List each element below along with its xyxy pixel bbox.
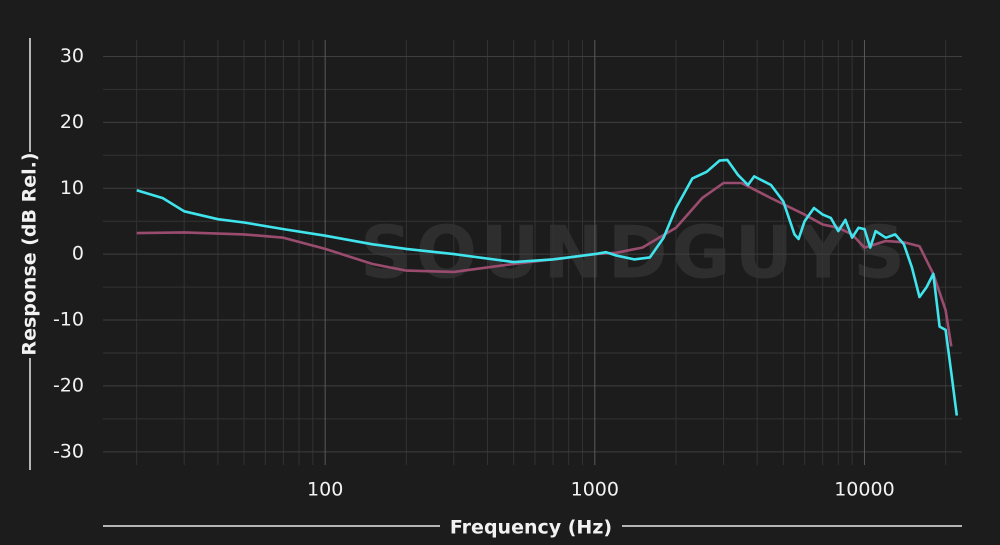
y-tick-label: -10 xyxy=(53,309,84,331)
grid xyxy=(103,40,962,465)
y-tick-label: 30 xyxy=(60,45,84,67)
y-tick-label: -20 xyxy=(53,374,84,396)
response-line xyxy=(136,158,959,416)
y-tick-label: -30 xyxy=(53,440,84,462)
x-axis-label: Frequency (Hz) xyxy=(450,517,612,539)
x-tick-label: 100 xyxy=(307,479,343,501)
y-tick-label: 20 xyxy=(60,111,84,133)
response-line xyxy=(136,181,953,347)
y-tick-label: 0 xyxy=(72,243,84,265)
x-tick-label: 1000 xyxy=(571,479,619,501)
x-tick-label: 10000 xyxy=(834,479,894,501)
y-tick-label: 10 xyxy=(60,177,84,199)
y-axis-label: Response (dB Rel.) xyxy=(19,152,41,355)
